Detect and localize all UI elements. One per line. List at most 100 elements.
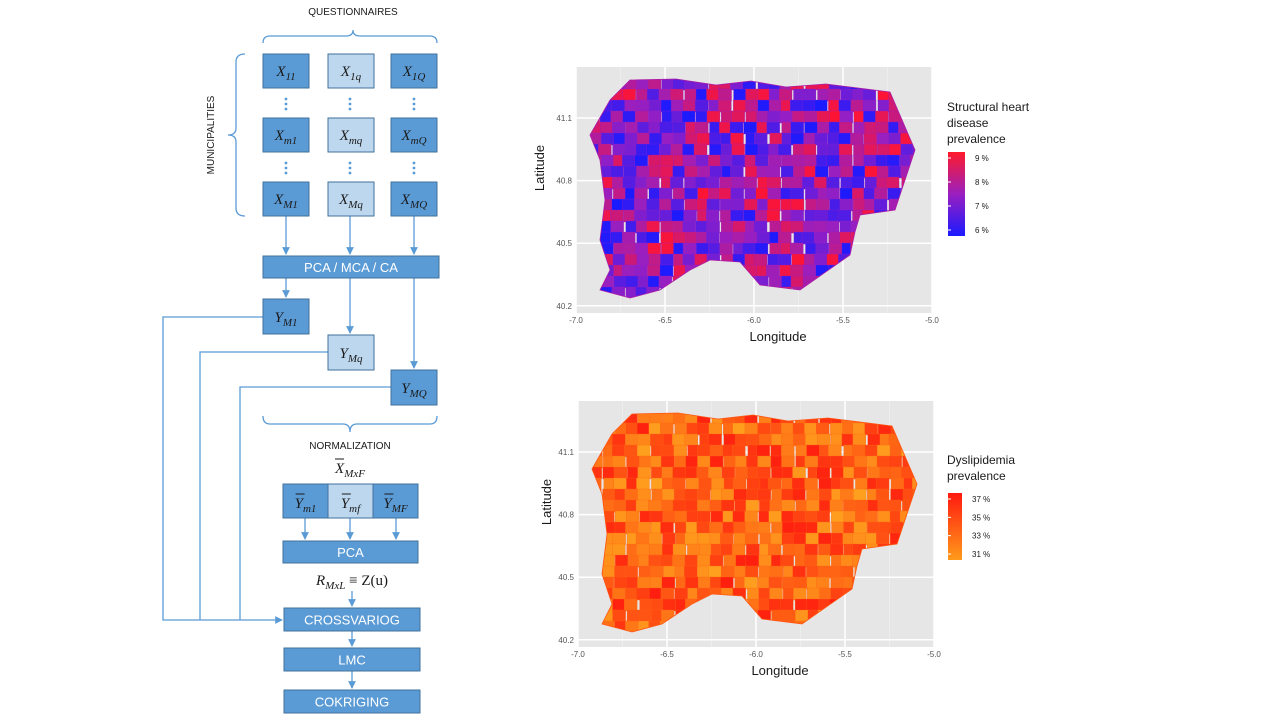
- x-tick-label: -6.0: [747, 316, 761, 325]
- municipality: [867, 433, 881, 447]
- legend-colorbar: [948, 493, 962, 560]
- municipality: [622, 110, 636, 124]
- subscript: MQ: [409, 199, 427, 211]
- municipality: [783, 609, 797, 623]
- subscript: 1q: [350, 71, 362, 83]
- math-label: YMQ: [401, 381, 427, 400]
- municipality: [650, 433, 664, 447]
- municipality: [817, 121, 831, 135]
- municipality: [661, 576, 676, 590]
- math-label: X11: [275, 64, 295, 83]
- side-label: MUNICIPALITIES: [206, 95, 217, 174]
- municipality: [718, 88, 732, 102]
- municipality: [767, 543, 782, 557]
- municipality: [730, 132, 744, 146]
- subscript: MF: [391, 503, 408, 515]
- municipality: [672, 187, 687, 201]
- municipality: [684, 187, 698, 201]
- math-label: Xm1: [274, 128, 298, 147]
- municipality: [912, 477, 917, 491]
- municipality: [790, 242, 804, 256]
- box: [327, 53, 375, 89]
- municipality: [723, 455, 737, 469]
- municipality: [758, 554, 773, 568]
- municipality: [863, 110, 877, 124]
- municipality: [805, 532, 819, 546]
- municipality: [814, 132, 828, 146]
- municipality: [886, 154, 900, 168]
- municipality: [634, 198, 648, 212]
- symbol: X: [400, 128, 411, 144]
- step-label: PCA: [337, 545, 364, 560]
- municipality: [743, 209, 757, 223]
- municipality: [816, 466, 831, 480]
- municipality: [864, 510, 878, 524]
- municipality: [635, 499, 650, 513]
- math-label: X1q: [340, 64, 362, 83]
- symbol: X: [334, 461, 345, 477]
- municipality: [649, 132, 663, 146]
- municipality: [682, 220, 696, 234]
- municipality: [660, 253, 674, 267]
- municipality: [650, 565, 664, 579]
- municipality: [757, 488, 771, 502]
- municipality: [662, 488, 676, 502]
- municipality: [602, 488, 616, 502]
- municipality: [837, 209, 852, 223]
- subscript: m1: [284, 135, 297, 147]
- municipality: [624, 253, 638, 267]
- municipality: [795, 609, 809, 623]
- municipality: [662, 510, 677, 524]
- municipality: [887, 499, 902, 513]
- municipality: [767, 110, 781, 124]
- municipality: [636, 253, 651, 267]
- municipality: [660, 587, 675, 601]
- municipality: [624, 99, 638, 113]
- municipality: [864, 444, 879, 458]
- municipality: [781, 433, 795, 447]
- municipality: [804, 477, 818, 491]
- municipality: [672, 543, 687, 557]
- municipality: [770, 532, 784, 546]
- municipality: [699, 543, 713, 557]
- municipality: [626, 576, 640, 590]
- municipality: [660, 422, 674, 436]
- municipality: [744, 576, 758, 590]
- municipality: [814, 231, 828, 245]
- municipality: [670, 143, 684, 157]
- municipality: [681, 110, 696, 124]
- municipality: [674, 587, 688, 601]
- normalization-label: NORMALIZATION: [309, 441, 390, 452]
- municipality: [818, 543, 832, 557]
- municipality: [756, 231, 771, 245]
- x-tick-label: -5.0: [925, 316, 939, 325]
- math-label: XM1: [273, 192, 298, 211]
- municipality: [622, 88, 636, 102]
- municipality: [659, 121, 673, 135]
- municipality: [767, 187, 781, 201]
- municipality: [745, 499, 759, 513]
- step-label: PCA / MCA / CA: [304, 260, 398, 275]
- municipality: [708, 433, 722, 447]
- municipality: [720, 576, 734, 590]
- municipality: [709, 165, 724, 179]
- municipality: [769, 132, 783, 146]
- municipality: [660, 154, 674, 168]
- municipality: [612, 609, 626, 623]
- municipality: [781, 510, 795, 524]
- legend-label: 35 %: [972, 513, 990, 522]
- box: [390, 117, 438, 153]
- municipality: [815, 242, 829, 256]
- math-label: XMQ: [400, 192, 427, 211]
- municipality: [745, 88, 759, 102]
- municipality: [662, 532, 676, 546]
- municipality: [649, 510, 664, 524]
- municipality: [793, 587, 807, 601]
- municipality: [755, 154, 769, 168]
- municipality: [695, 110, 709, 124]
- municipality: [876, 455, 891, 469]
- legend-title: prevalence: [947, 469, 1006, 483]
- municipality: [862, 88, 876, 102]
- municipality: [777, 143, 792, 157]
- municipality: [793, 521, 808, 535]
